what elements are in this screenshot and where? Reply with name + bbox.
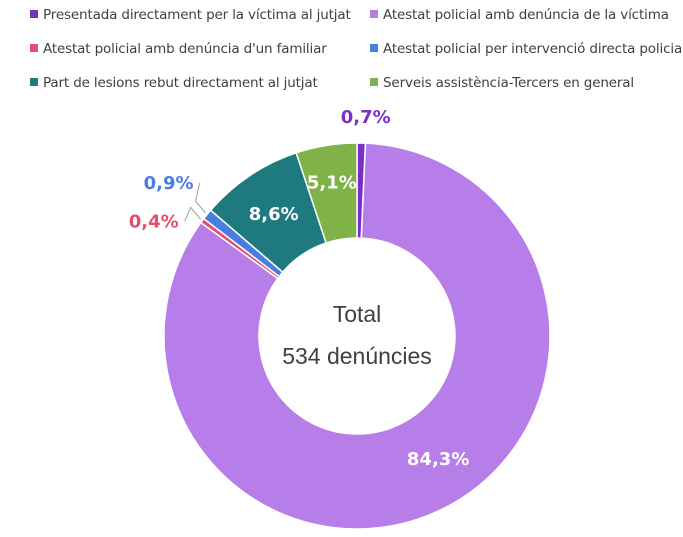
legend-swatch bbox=[370, 44, 378, 52]
legend-item-victim-court: Presentada directament per la víctima al… bbox=[30, 6, 351, 24]
slice-5 bbox=[295, 142, 358, 244]
legend-label: Serveis assistència-Tercers en general bbox=[383, 75, 635, 91]
data-label-3: 0,9% bbox=[144, 173, 194, 194]
legend-label: Atestat policial amb denúncia de la víct… bbox=[383, 7, 669, 23]
legend: Presentada directament per la víctima al… bbox=[0, 0, 683, 100]
slice-1 bbox=[163, 142, 551, 530]
data-label-4: 8,6% bbox=[249, 204, 299, 225]
legend-swatch bbox=[30, 78, 38, 86]
legend-label: Atestat policial per intervenció directa… bbox=[383, 41, 683, 57]
legend-item-police-family: Atestat policial amb denúncia d'un famil… bbox=[30, 40, 327, 58]
legend-label: Atestat policial amb denúncia d'un famil… bbox=[43, 41, 327, 57]
legend-label: Presentada directament per la víctima al… bbox=[43, 7, 351, 23]
legend-item-police-direct: Atestat policial per intervenció directa… bbox=[370, 40, 683, 58]
legend-swatch bbox=[30, 44, 38, 52]
data-label-2: 0,4% bbox=[129, 211, 179, 232]
legend-swatch bbox=[370, 78, 378, 86]
data-label-1: 84,3% bbox=[407, 449, 469, 470]
data-label-0: 0,7% bbox=[341, 107, 391, 128]
data-labels: 0,7% 84,3% 0,4% 0,9% 8,6% 5,1% bbox=[129, 107, 470, 470]
center-total-label: Total bbox=[333, 301, 382, 327]
legend-label: Part de lesions rebut directament al jut… bbox=[43, 75, 318, 91]
data-label-5: 5,1% bbox=[307, 173, 357, 194]
center-count-label: 534 denúncies bbox=[282, 343, 432, 369]
donut-slices bbox=[163, 142, 551, 530]
legend-item-police-victim: Atestat policial amb denúncia de la víct… bbox=[370, 6, 669, 24]
legend-item-injury-report: Part de lesions rebut directament al jut… bbox=[30, 74, 318, 92]
legend-swatch bbox=[30, 10, 38, 18]
label-leader-lines bbox=[184, 183, 206, 222]
leader-line-2 bbox=[184, 206, 202, 222]
legend-swatch bbox=[370, 10, 378, 18]
leader-line-3 bbox=[195, 183, 206, 214]
legend-item-services: Serveis assistència-Tercers en general bbox=[370, 74, 634, 92]
